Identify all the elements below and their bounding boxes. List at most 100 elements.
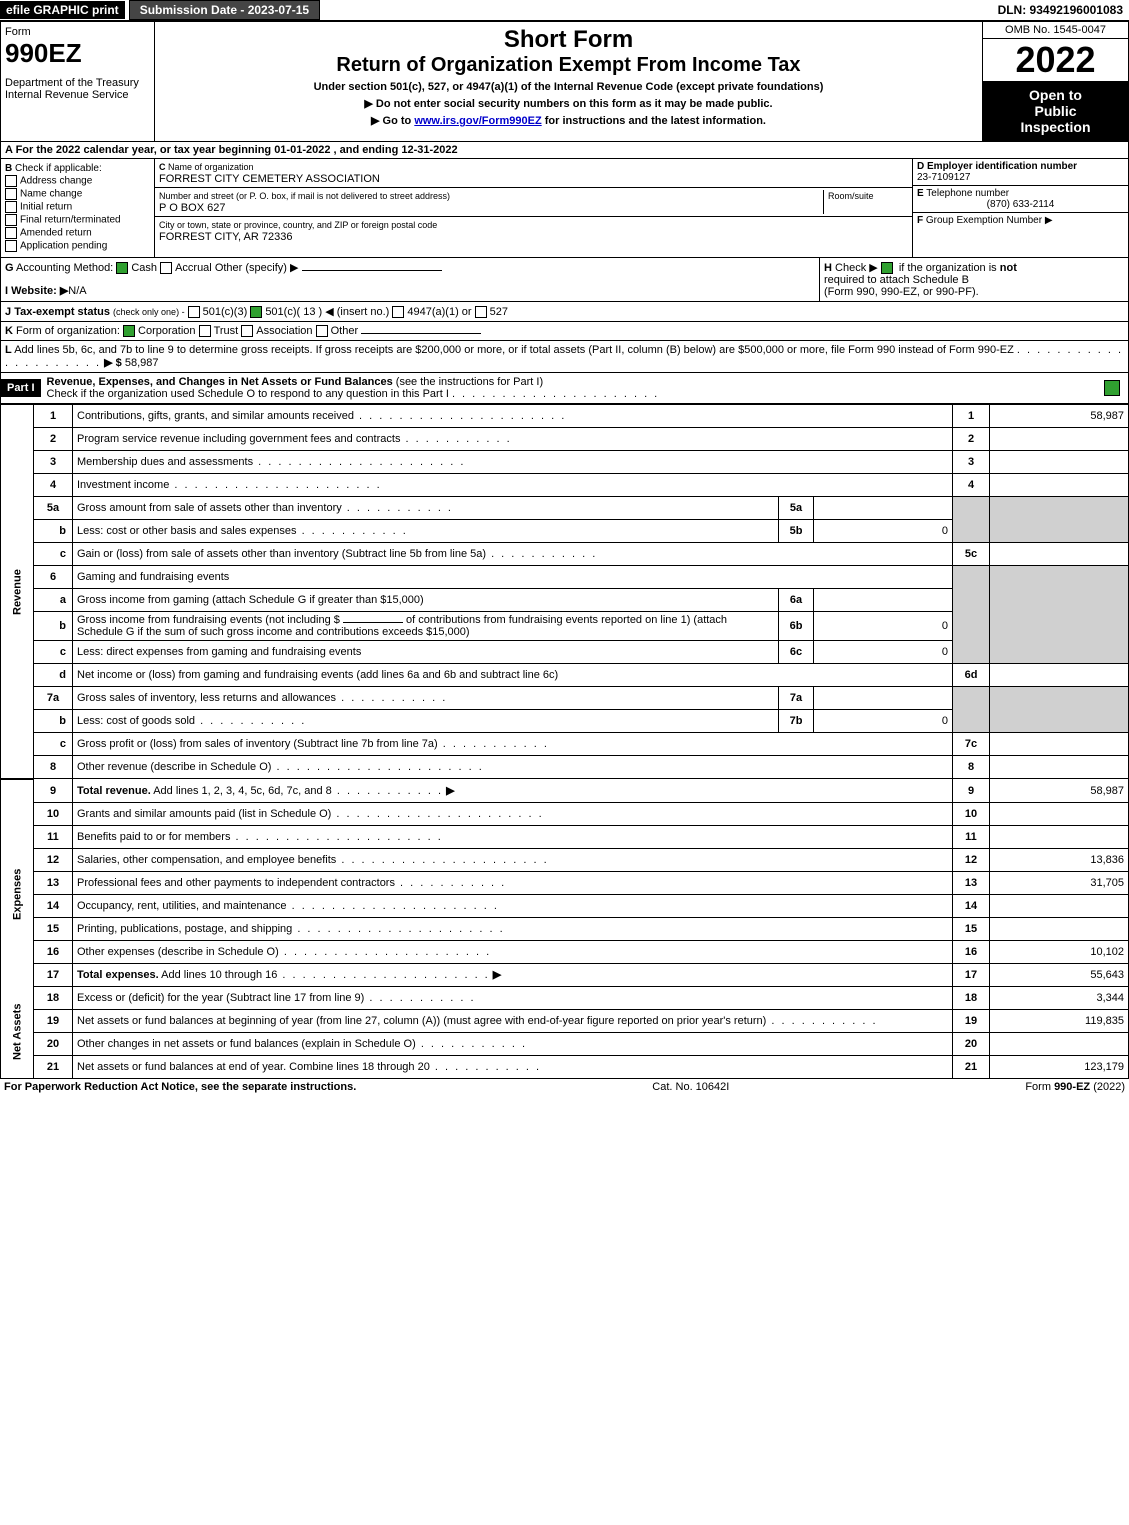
subtitle-3: ▶ Go to www.irs.gov/Form990EZ for instru… <box>159 114 978 127</box>
line-6-shaded-val <box>990 566 1129 664</box>
line-17-value: 55,643 <box>990 963 1129 986</box>
line-14-desc: Occupancy, rent, utilities, and maintena… <box>77 900 287 912</box>
line-14-dots <box>287 900 499 912</box>
b-label: B <box>5 163 12 174</box>
501c-checkbox[interactable] <box>250 306 262 318</box>
line-14-colnum: 14 <box>953 894 990 917</box>
527-label: 527 <box>490 306 508 318</box>
trust-checkbox[interactable] <box>199 325 211 337</box>
line-8-colnum: 8 <box>953 756 990 779</box>
line-1-num: 1 <box>34 405 73 428</box>
revenue-side-gap <box>1 779 34 803</box>
initial-return-checkbox[interactable] <box>5 201 17 213</box>
schedule-o-checkbox[interactable] <box>1104 380 1120 396</box>
line-5a-dots <box>342 502 453 514</box>
l-text: Add lines 5b, 6c, and 7b to line 9 to de… <box>14 344 1014 356</box>
line-5ab-shaded-val <box>990 497 1129 543</box>
open-line-1: Open to <box>987 87 1124 103</box>
h-text-3: required to attach Schedule B <box>824 274 969 286</box>
line-9-value: 58,987 <box>990 779 1129 803</box>
501c3-checkbox[interactable] <box>188 306 200 318</box>
name-change-checkbox[interactable] <box>5 188 17 200</box>
line-6-shaded <box>953 566 990 664</box>
other-org-input[interactable] <box>361 333 481 334</box>
line-7a-mini-num: 7a <box>779 687 814 710</box>
line-21-colnum: 21 <box>953 1055 990 1078</box>
final-return-checkbox[interactable] <box>5 214 17 226</box>
other-org-checkbox[interactable] <box>316 325 328 337</box>
line-17-num: 17 <box>34 963 73 986</box>
line-7c-desc: Gross profit or (loss) from sales of inv… <box>77 738 438 750</box>
line-7a-desc: Gross sales of inventory, less returns a… <box>77 692 336 704</box>
row-g-h: G Accounting Method: Cash Accrual Other … <box>0 258 1129 302</box>
line-20-value <box>990 1032 1129 1055</box>
top-bar: efile GRAPHIC print Submission Date - 20… <box>0 0 1129 21</box>
application-pending-checkbox[interactable] <box>5 240 17 252</box>
line-5a-num: 5a <box>34 497 73 520</box>
website-label: Website: ▶ <box>11 285 68 297</box>
phone-label: Telephone number <box>926 188 1009 199</box>
dln-label: DLN: 93492196001083 <box>998 3 1129 17</box>
line-6-desc: Gaming and fundraising events <box>73 566 953 589</box>
efile-print-button[interactable]: efile GRAPHIC print <box>0 1 125 19</box>
line-6c-mini-num: 6c <box>779 641 814 664</box>
line-19-value: 119,835 <box>990 1009 1129 1032</box>
subtitle-3-pre: ▶ Go to <box>371 115 414 127</box>
line-11-colnum: 11 <box>953 825 990 848</box>
line-13-num: 13 <box>34 871 73 894</box>
association-checkbox[interactable] <box>241 325 253 337</box>
trust-label: Trust <box>214 325 239 337</box>
cash-checkbox[interactable] <box>116 262 128 274</box>
line-12-colnum: 12 <box>953 848 990 871</box>
line-21-value: 123,179 <box>990 1055 1129 1078</box>
col-c: C Name of organization FORREST CITY CEME… <box>155 159 912 257</box>
address-change-checkbox[interactable] <box>5 175 17 187</box>
accrual-checkbox[interactable] <box>160 262 172 274</box>
line-8-dots <box>271 761 483 773</box>
amended-return-label: Amended return <box>20 228 92 239</box>
line-8-desc: Other revenue (describe in Schedule O) <box>77 761 271 773</box>
org-name-label: Name of organization <box>168 162 254 172</box>
irs-link[interactable]: www.irs.gov/Form990EZ <box>414 115 541 127</box>
line-11-value <box>990 825 1129 848</box>
4947-checkbox[interactable] <box>392 306 404 318</box>
website-value: N/A <box>68 285 86 297</box>
line-18-value: 3,344 <box>990 986 1129 1009</box>
line-20-num: 20 <box>34 1032 73 1055</box>
line-8-value <box>990 756 1129 779</box>
other-specify-input[interactable] <box>302 270 442 271</box>
schedule-b-not-required-checkbox[interactable] <box>881 262 893 274</box>
amended-return-checkbox[interactable] <box>5 227 17 239</box>
line-7b-mini-val: 0 <box>814 710 953 733</box>
line-3-dots <box>253 456 465 468</box>
line-4-num: 4 <box>34 474 73 497</box>
line-6b-amount-input[interactable] <box>343 622 403 623</box>
line-14-num: 14 <box>34 894 73 917</box>
footer-right-post: (2022) <box>1090 1081 1125 1093</box>
line-18-desc: Excess or (deficit) for the year (Subtra… <box>77 992 364 1004</box>
info-grid: B Check if applicable: Address change Na… <box>0 159 1129 258</box>
line-4-colnum: 4 <box>953 474 990 497</box>
line-13-desc: Professional fees and other payments to … <box>77 877 395 889</box>
line-3-colnum: 3 <box>953 451 990 474</box>
line-3-value <box>990 451 1129 474</box>
line-5ab-shaded <box>953 497 990 543</box>
submission-date-button[interactable]: Submission Date - 2023-07-15 <box>129 0 320 20</box>
h-text-4: (Form 990, 990-EZ, or 990-PF). <box>824 286 979 298</box>
h-text-2: if the organization is <box>899 262 997 274</box>
line-16-colnum: 16 <box>953 940 990 963</box>
footer-mid: Cat. No. 10642I <box>652 1081 729 1093</box>
527-checkbox[interactable] <box>475 306 487 318</box>
corporation-label: Corporation <box>138 325 195 337</box>
line-6a-desc: Gross income from gaming (attach Schedul… <box>73 589 779 612</box>
line-1-colnum: 1 <box>953 405 990 428</box>
form-number: 990EZ <box>5 38 150 69</box>
ein-label: Employer identification number <box>927 161 1077 172</box>
j-label: J <box>5 306 11 318</box>
line-5c-num: c <box>34 543 73 566</box>
4947-label: 4947(a)(1) or <box>407 306 471 318</box>
org-name: FORREST CITY CEMETERY ASSOCIATION <box>159 173 380 185</box>
line-7c-num: c <box>34 733 73 756</box>
cash-label: Cash <box>131 262 157 274</box>
corporation-checkbox[interactable] <box>123 325 135 337</box>
